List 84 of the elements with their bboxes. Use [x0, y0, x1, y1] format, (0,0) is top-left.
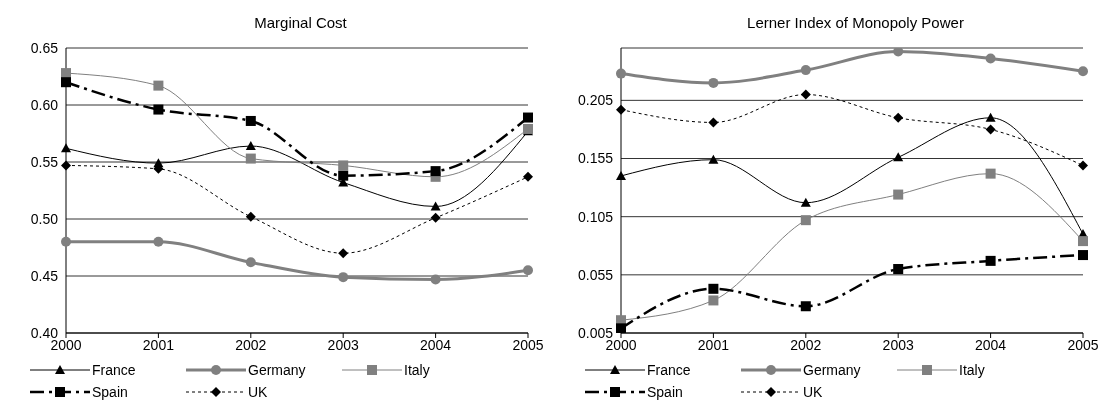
point	[61, 77, 71, 88]
point	[985, 255, 996, 266]
x-tick-label: 2001	[142, 336, 175, 353]
point	[985, 124, 996, 135]
x-tick-label: 2001	[697, 336, 730, 353]
point	[893, 189, 904, 200]
point	[616, 323, 626, 333]
x-tick-label: 2003	[882, 336, 914, 353]
point	[245, 211, 256, 222]
point	[245, 153, 256, 164]
point	[245, 257, 256, 268]
point	[1078, 236, 1088, 247]
point	[61, 68, 71, 79]
point	[338, 248, 349, 259]
point	[616, 170, 626, 180]
point	[893, 48, 904, 57]
y-tick-label: 0.45	[30, 267, 59, 284]
point	[1078, 250, 1088, 261]
y-tick-label: 0.65	[30, 39, 59, 56]
legend-label: France	[92, 362, 136, 378]
x-tick-label: 2005	[512, 336, 544, 353]
y-tick-label: 0.50	[30, 210, 59, 227]
legend-label: Italy	[959, 362, 985, 378]
point	[708, 154, 719, 164]
legend-label: Germany	[248, 362, 306, 378]
point	[153, 80, 164, 91]
point	[245, 115, 256, 126]
point	[523, 171, 533, 182]
point	[893, 152, 904, 162]
y-tick-label: 0.105	[577, 208, 614, 225]
point	[893, 112, 904, 123]
point	[1078, 66, 1088, 77]
y-tick-label: 0.155	[577, 150, 614, 167]
x-tick-label: 2002	[235, 336, 267, 353]
legend-label: Spain	[647, 384, 683, 400]
point	[61, 143, 71, 153]
point	[893, 264, 904, 275]
point	[708, 77, 719, 88]
legend-label: France	[647, 362, 691, 378]
y-tick-label: 0.055	[577, 266, 614, 283]
point	[708, 117, 719, 128]
point	[61, 236, 71, 247]
point	[616, 68, 626, 79]
point	[338, 170, 349, 181]
point	[1078, 160, 1088, 171]
point	[985, 112, 996, 122]
y-tick-label: 0.005	[577, 324, 614, 341]
point	[523, 265, 533, 276]
point	[800, 215, 811, 226]
point	[800, 89, 811, 100]
y-tick-label: 0.60	[30, 96, 59, 113]
point	[430, 212, 441, 223]
legend-label: Spain	[92, 384, 128, 400]
x-tick-label: 2004	[420, 336, 452, 353]
point	[153, 104, 164, 115]
x-tick-label: 2004	[975, 336, 1007, 353]
legend-label: Germany	[803, 362, 861, 378]
chart-title: Marginal Cost	[253, 13, 348, 33]
point	[985, 168, 996, 179]
y-tick-label: 0.55	[30, 153, 59, 170]
chart-title: Lerner Index of Monopoly Power	[746, 13, 965, 33]
legend-label: UK	[803, 384, 823, 400]
point	[523, 112, 533, 123]
point	[430, 274, 441, 285]
x-tick-label: 2005	[1067, 336, 1099, 353]
point	[800, 197, 811, 207]
point	[800, 65, 811, 76]
point	[708, 295, 719, 306]
point	[616, 104, 626, 115]
y-tick-label: 0.205	[577, 92, 614, 109]
point	[153, 236, 164, 247]
point	[985, 53, 996, 64]
point	[708, 283, 719, 294]
point	[800, 301, 811, 312]
point	[338, 160, 349, 171]
x-tick-label: 2002	[790, 336, 822, 353]
point	[61, 160, 71, 171]
point	[245, 141, 256, 151]
legend-label: UK	[248, 384, 268, 400]
legend-label: Italy	[404, 362, 430, 378]
y-tick-label: 0.40	[30, 324, 59, 341]
point	[338, 272, 349, 283]
point	[430, 166, 441, 177]
x-tick-label: 2003	[327, 336, 359, 353]
